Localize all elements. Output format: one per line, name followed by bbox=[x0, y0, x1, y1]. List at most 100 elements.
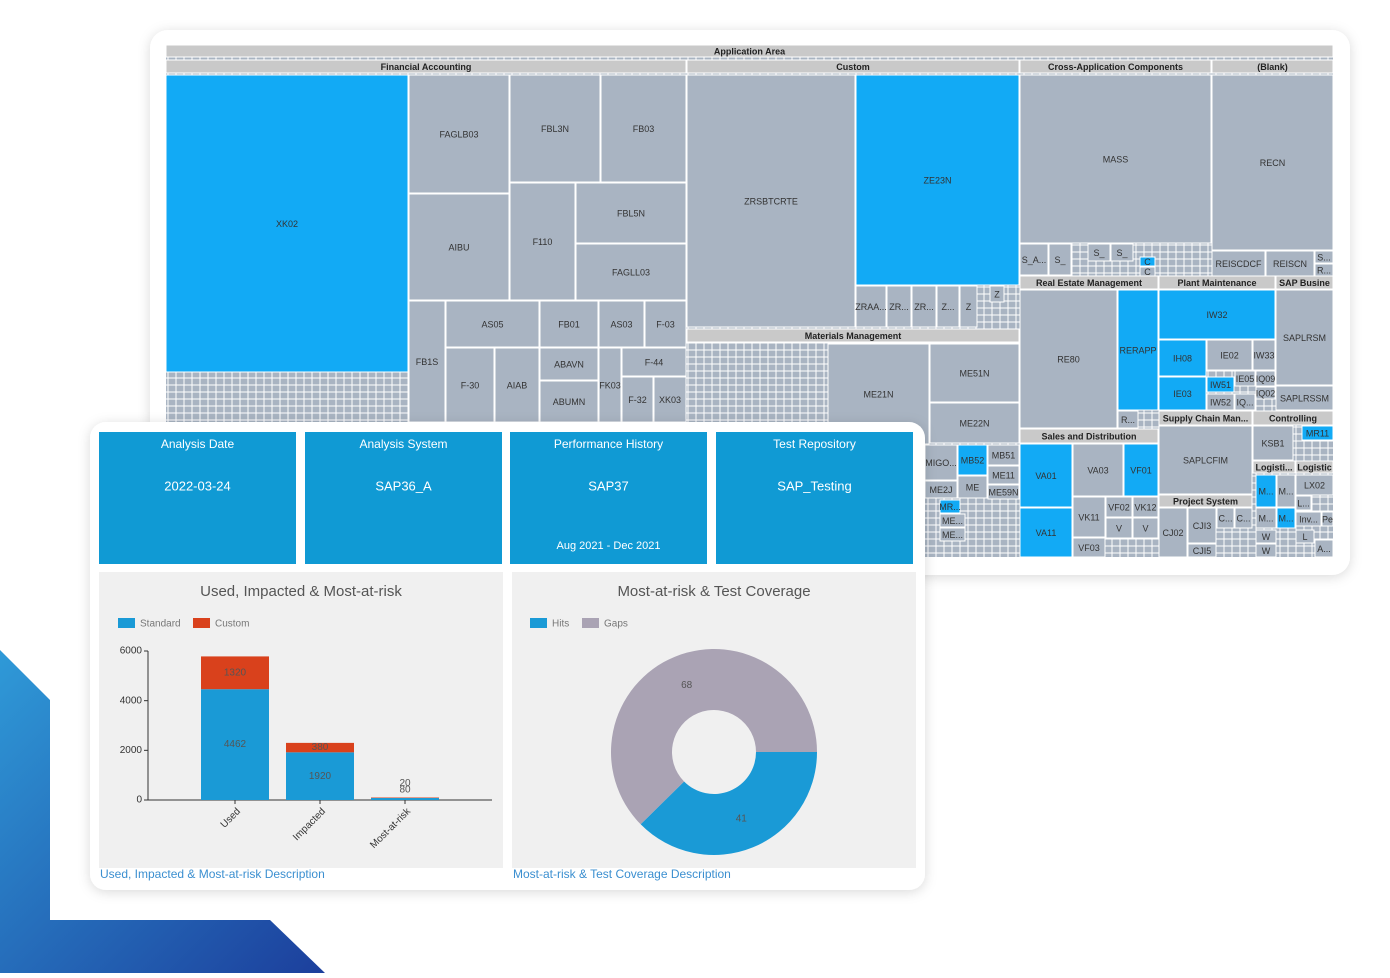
legend-label: Custom bbox=[215, 619, 249, 630]
legend-swatch bbox=[118, 618, 135, 628]
cell-label: ZR... bbox=[889, 302, 909, 312]
cell-label: Pe bbox=[1322, 514, 1333, 524]
cell-label: M... bbox=[1259, 513, 1274, 523]
y-tick-label: 2000 bbox=[120, 745, 143, 756]
cell-label: FAGLL03 bbox=[612, 267, 650, 277]
cell-label: SAPLRSSM bbox=[1280, 393, 1329, 403]
group-label: Logistic bbox=[1297, 462, 1332, 472]
group-label: Plant Maintenance bbox=[1177, 278, 1256, 288]
cell-label: LX02 bbox=[1304, 480, 1325, 490]
cell-label: Z bbox=[994, 289, 1000, 299]
cell-label: C bbox=[1144, 267, 1151, 277]
chart-title: Used, Impacted & Most-at-risk bbox=[200, 583, 402, 600]
cell-label: IE03 bbox=[1173, 389, 1192, 399]
description-link[interactable]: Most-at-risk & Test Coverage Description bbox=[513, 867, 731, 881]
cell-label: MR... bbox=[939, 502, 961, 512]
group-label: Real Estate Management bbox=[1036, 278, 1142, 288]
group-label: Financial Accounting bbox=[381, 62, 472, 72]
cell-label: L... bbox=[1297, 498, 1310, 508]
y-tick-label: 4000 bbox=[120, 695, 143, 706]
tile-period: Aug 2021 - Dec 2021 bbox=[557, 540, 661, 552]
group-label: Logisti... bbox=[1256, 462, 1293, 472]
description-link[interactable]: Used, Impacted & Most-at-risk Descriptio… bbox=[100, 867, 325, 881]
group-label: Application Area bbox=[714, 46, 786, 56]
legend-label: Standard bbox=[140, 619, 181, 630]
cell-label: ME21N bbox=[863, 389, 893, 399]
tile-value: 2022-03-24 bbox=[164, 478, 231, 493]
cell-label: R... bbox=[1121, 415, 1135, 425]
tile-title: Analysis Date bbox=[161, 437, 235, 451]
kpi-tile bbox=[99, 432, 296, 564]
cell-label: IW32 bbox=[1206, 310, 1227, 320]
cell-label: REISCN bbox=[1273, 259, 1307, 269]
data-label: 20 bbox=[399, 778, 411, 789]
cell-label: F-30 bbox=[461, 380, 480, 390]
cell-label: F-44 bbox=[645, 357, 664, 367]
y-tick-label: 0 bbox=[136, 795, 142, 806]
cell-label: AS03 bbox=[610, 319, 632, 329]
group-label: Materials Management bbox=[805, 331, 902, 341]
cell-label: IE05 bbox=[1236, 374, 1255, 384]
cell-label: AIAB bbox=[507, 380, 528, 390]
data-label: 1320 bbox=[224, 667, 247, 678]
cell-label: F-32 bbox=[628, 395, 647, 405]
cell-label: IW52 bbox=[1210, 397, 1231, 407]
cell-label: IW33 bbox=[1253, 350, 1274, 360]
cell-label: MASS bbox=[1103, 154, 1129, 164]
cell-label: SAPLCFIM bbox=[1183, 455, 1228, 465]
cell-label: F110 bbox=[533, 237, 553, 247]
cell-label: AS05 bbox=[481, 319, 503, 329]
chart-panel bbox=[99, 572, 503, 868]
cell-label: R... bbox=[1317, 265, 1331, 275]
cell-label: ME... bbox=[942, 530, 963, 540]
cell-label: M... bbox=[1279, 513, 1294, 523]
cell-label: AIBU bbox=[448, 242, 469, 252]
cell-label: VA01 bbox=[1035, 471, 1056, 481]
cell-label: IH08 bbox=[1173, 353, 1192, 363]
kpi-tile bbox=[305, 432, 502, 564]
cell-label: ZRSBTCRTE bbox=[744, 196, 798, 206]
cell-label: FBL3N bbox=[541, 124, 569, 134]
cell-label: FB1S bbox=[416, 357, 439, 367]
tile-value: SAP36_A bbox=[375, 478, 432, 493]
group-label: Cross-Application Components bbox=[1048, 62, 1183, 72]
tile-title: Performance History bbox=[554, 437, 663, 451]
y-tick-label: 6000 bbox=[120, 646, 143, 657]
cell-label: XK03 bbox=[659, 395, 681, 405]
cell-label: FB03 bbox=[633, 124, 655, 134]
cell-label: CJ02 bbox=[1162, 528, 1183, 538]
cell-label: V bbox=[1142, 523, 1148, 533]
cell-label: ZR... bbox=[914, 302, 934, 312]
cell-label: ME59N bbox=[988, 487, 1018, 497]
cell-label: VF01 bbox=[1130, 465, 1152, 475]
group-label: Custom bbox=[836, 62, 870, 72]
cell-label: MR11 bbox=[1306, 428, 1329, 438]
group-label: Controlling bbox=[1269, 413, 1317, 423]
kpi-tile bbox=[716, 432, 913, 564]
cell-label: MIGO... bbox=[925, 458, 957, 468]
cell-label: W bbox=[1262, 532, 1271, 542]
data-label: 4462 bbox=[224, 739, 247, 750]
legend-swatch bbox=[582, 618, 599, 628]
cell-label: ME22N bbox=[959, 418, 989, 428]
cell-label: RECN bbox=[1260, 158, 1286, 168]
cell-label: S_A... bbox=[1022, 255, 1047, 265]
bar-segment bbox=[371, 798, 439, 800]
cell-label: F-03 bbox=[656, 319, 675, 329]
cell-label: IQ02 bbox=[1256, 388, 1276, 398]
cell-label: CJI5 bbox=[1193, 546, 1212, 556]
cell-label: ME bbox=[966, 482, 980, 492]
cell-label: MB52 bbox=[961, 455, 985, 465]
data-label: 1920 bbox=[309, 771, 332, 782]
cell-label: ME2J bbox=[929, 485, 952, 495]
cell-label: W bbox=[1262, 546, 1271, 556]
cell-label: S_ bbox=[1054, 255, 1066, 265]
group-label: Sales and Distribution bbox=[1041, 431, 1136, 441]
cell-label: RE80 bbox=[1057, 354, 1080, 364]
cell-label: S... bbox=[1317, 252, 1331, 262]
group-label: Supply Chain Man... bbox=[1163, 413, 1249, 423]
cell-label: ME51N bbox=[959, 368, 989, 378]
cell-label: FB01 bbox=[558, 319, 580, 329]
cell-label: Z... bbox=[942, 302, 955, 312]
